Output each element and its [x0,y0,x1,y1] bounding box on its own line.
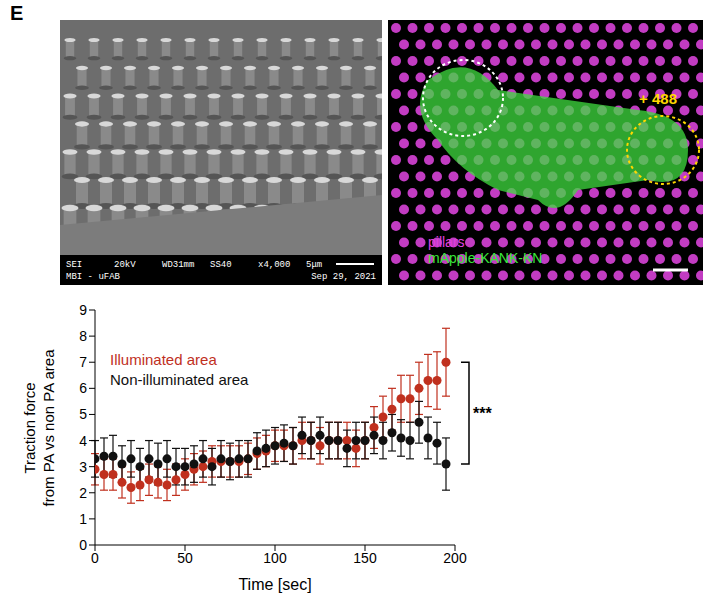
svg-text:Time [sec]: Time [sec] [238,576,311,593]
svg-text:mApple-KANK-KN: mApple-KANK-KN [428,250,542,266]
svg-text:0: 0 [91,550,99,566]
svg-text:5μm: 5μm [306,260,322,270]
html-text:Traction force: Traction force [21,381,38,474]
html-text:from PA vs non PA area: from PA vs non PA area [40,349,57,506]
html-text:E: E [10,2,24,24]
svg-text:+ 488: + 488 [639,90,677,107]
svg-text:***: *** [473,405,492,422]
html-text:Illuminated area: Illuminated area [110,351,217,368]
svg-text:7: 7 [79,354,87,370]
svg-text:0: 0 [79,537,87,553]
svg-text:4: 4 [79,433,87,449]
svg-text:1: 1 [79,511,87,527]
svg-text:200: 200 [443,550,467,566]
svg-text:100: 100 [263,550,287,566]
svg-text:WD31mm: WD31mm [162,260,194,270]
svg-text:9: 9 [79,302,87,318]
svg-text:Sep 29, 2021: Sep 29, 2021 [311,272,376,282]
svg-text:50: 50 [177,550,193,566]
svg-text:6: 6 [79,380,87,396]
svg-text:x4,000: x4,000 [258,260,290,270]
svg-text:3: 3 [79,459,87,475]
html-text:Non-illuminated area: Non-illuminated area [110,371,249,388]
svg-text:MBI - uFAB: MBI - uFAB [66,272,121,282]
svg-text:8: 8 [79,328,87,344]
svg-text:SS40: SS40 [210,260,232,270]
svg-text:2: 2 [79,485,87,501]
svg-text:SEI: SEI [66,260,82,270]
svg-text:20kV: 20kV [114,260,136,270]
svg-text:5: 5 [79,406,87,422]
svg-text:pillars: pillars [428,234,465,250]
svg-text:150: 150 [353,550,377,566]
